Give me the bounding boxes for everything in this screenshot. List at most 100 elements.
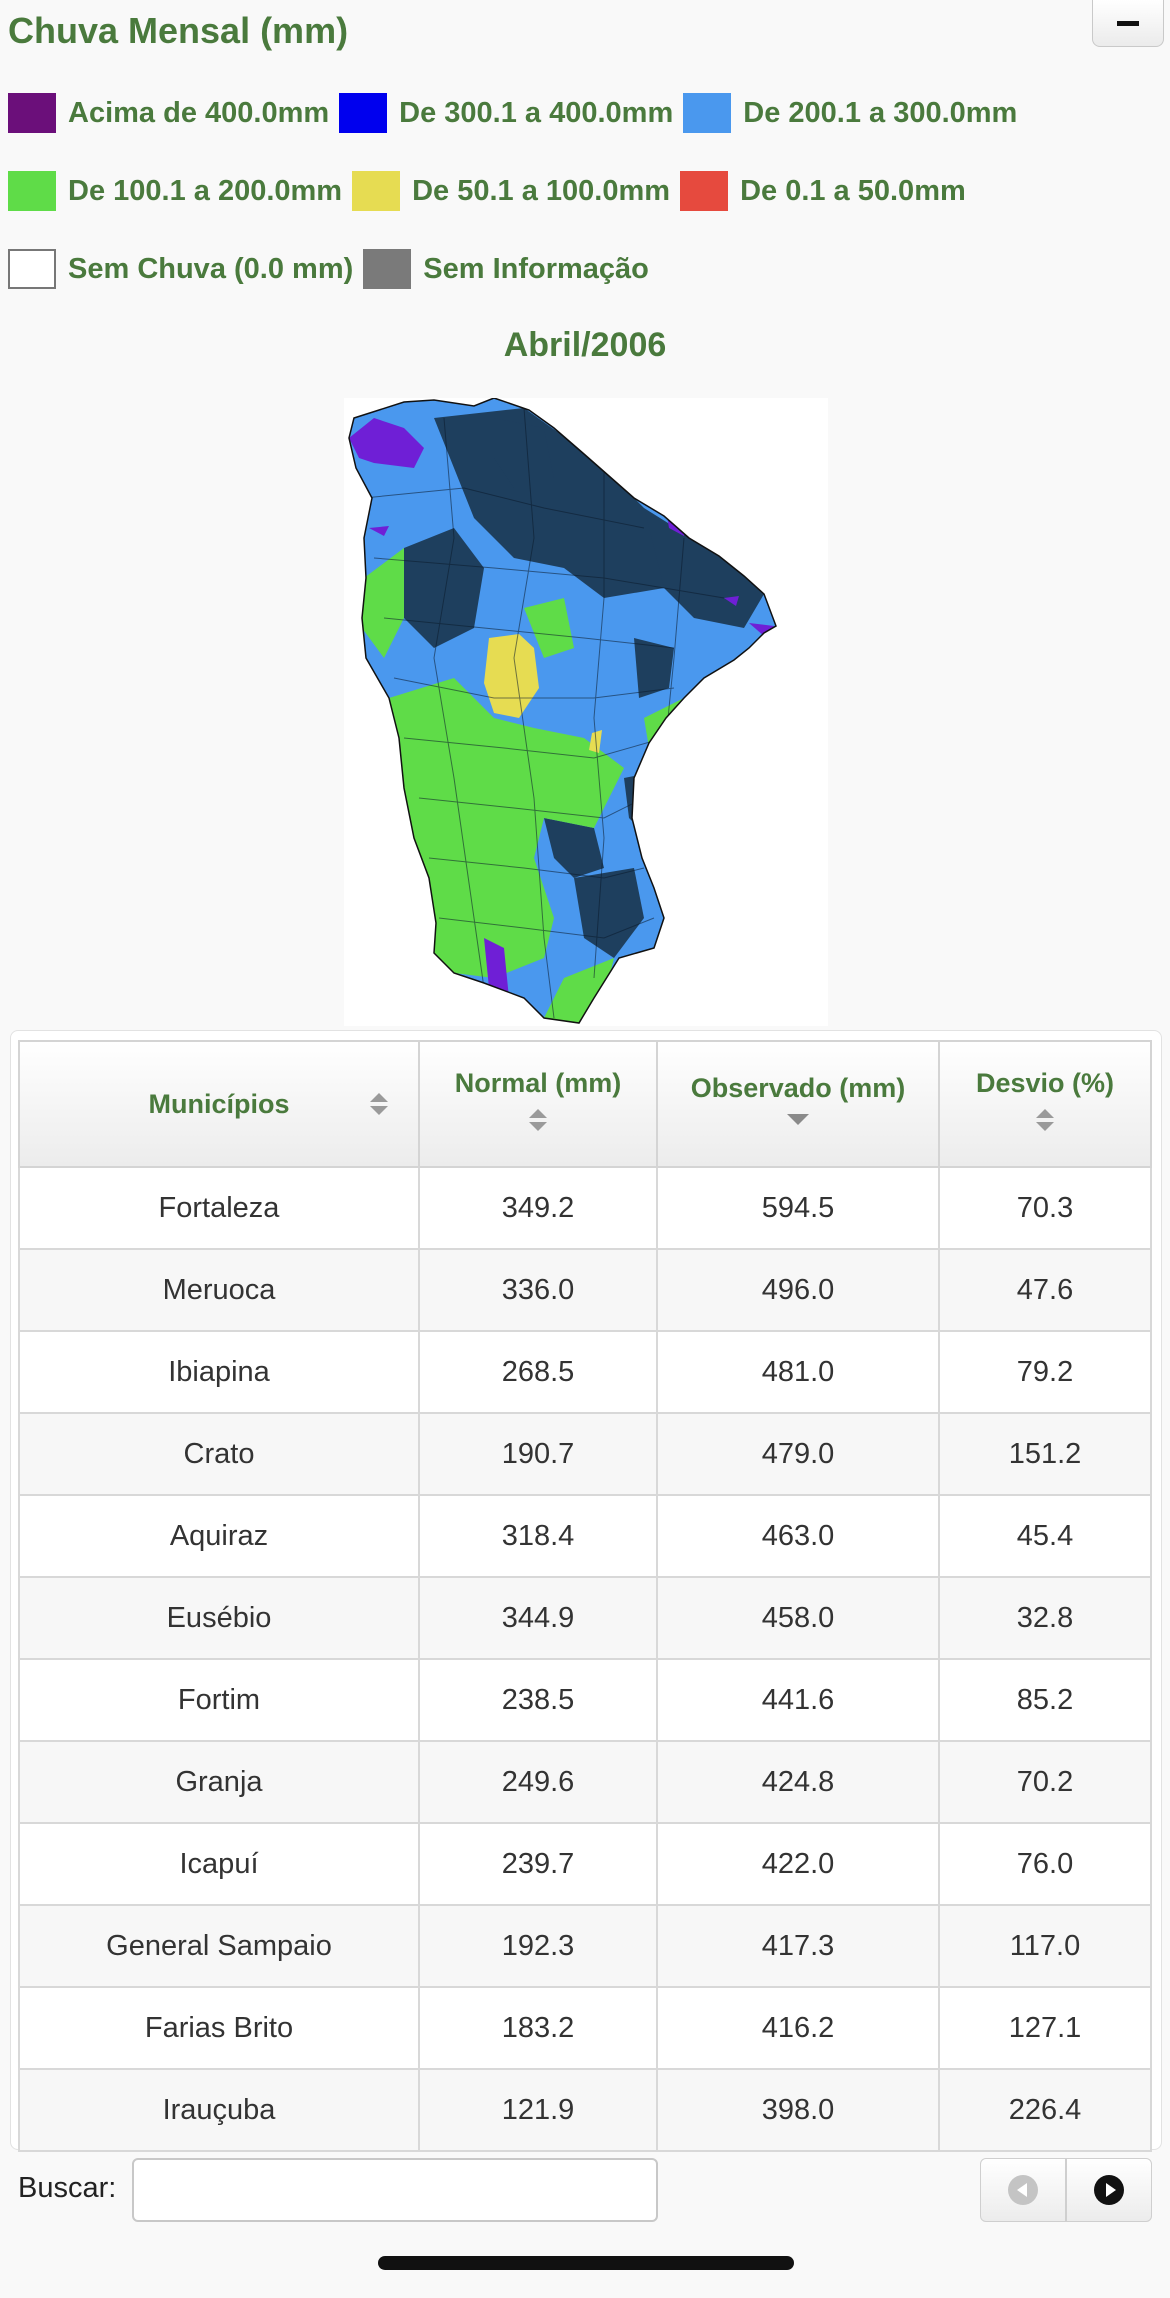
cell-municipio: Irauçuba xyxy=(18,2068,420,2152)
cell-normal: 336.0 xyxy=(418,1248,658,1332)
cell-municipio: Farias Brito xyxy=(18,1986,420,2070)
sort-descending-icon xyxy=(787,1114,809,1125)
minus-icon xyxy=(1117,20,1139,26)
pagination xyxy=(980,2158,1152,2222)
cell-normal: 121.9 xyxy=(418,2068,658,2152)
cell-observado: 481.0 xyxy=(656,1330,940,1414)
cell-observado: 458.0 xyxy=(656,1576,940,1660)
table-row: Icapuí 239.7 422.0 76.0 xyxy=(18,1822,1152,1906)
legend-item: De 200.1 a 300.0mm xyxy=(683,93,1017,133)
cell-desvio: 32.8 xyxy=(938,1576,1152,1660)
legend-swatch xyxy=(339,93,388,133)
cell-observado: 416.2 xyxy=(656,1986,940,2070)
legend-label: De 200.1 a 300.0mm xyxy=(743,96,1018,129)
legend-label: Acima de 400.0mm xyxy=(68,96,330,129)
table-row: Farias Brito 183.2 416.2 127.1 xyxy=(18,1986,1152,2070)
legend-item: Sem Chuva (0.0 mm) xyxy=(8,249,353,289)
column-header-label: Normal (mm) xyxy=(454,1067,622,1098)
cell-desvio: 45.4 xyxy=(938,1494,1152,1578)
legend-swatch xyxy=(8,249,56,289)
cell-desvio: 117.0 xyxy=(938,1904,1152,1988)
arrow-left-icon xyxy=(1008,2175,1038,2205)
sort-both-icon xyxy=(529,1108,547,1131)
cell-municipio: Fortim xyxy=(18,1658,420,1742)
panel-title: Chuva Mensal (mm) xyxy=(8,10,349,51)
column-header-label: Municípios xyxy=(148,1088,290,1119)
cell-normal: 318.4 xyxy=(418,1494,658,1578)
column-header-label: Observado (mm) xyxy=(690,1073,906,1103)
legend-swatch xyxy=(363,249,412,289)
search-label: Buscar: xyxy=(18,2172,117,2204)
cell-municipio: Aquiraz xyxy=(18,1494,420,1578)
cell-normal: 192.3 xyxy=(418,1904,658,1988)
legend-swatch xyxy=(8,171,56,211)
collapse-button[interactable] xyxy=(1092,0,1164,47)
legend-label: De 100.1 a 200.0mm xyxy=(68,174,343,207)
cell-desvio: 79.2 xyxy=(938,1330,1152,1414)
cell-municipio: Granja xyxy=(18,1740,420,1824)
cell-normal: 344.9 xyxy=(418,1576,658,1660)
cell-observado: 496.0 xyxy=(656,1248,940,1332)
rainfall-table: Municípios Normal (mm) Observado (mm) De… xyxy=(18,1040,1152,2152)
cell-desvio: 70.2 xyxy=(938,1740,1152,1824)
column-header-normal[interactable]: Normal (mm) xyxy=(418,1040,658,1168)
ceara-map-image xyxy=(348,397,777,1024)
cell-desvio: 226.4 xyxy=(938,2068,1152,2152)
legend-item: De 300.1 a 400.0mm xyxy=(339,93,673,133)
table-row: Granja 249.6 424.8 70.2 xyxy=(18,1740,1152,1824)
cell-desvio: 70.3 xyxy=(938,1166,1152,1250)
cell-municipio: Icapuí xyxy=(18,1822,420,1906)
column-header-desvio[interactable]: Desvio (%) xyxy=(938,1040,1152,1168)
cell-observado: 417.3 xyxy=(656,1904,940,1988)
rain-legend: Acima de 400.0mm De 300.1 a 400.0mm De 2… xyxy=(8,86,1158,320)
legend-row: De 100.1 a 200.0mm De 50.1 a 100.0mm De … xyxy=(8,164,1158,218)
cell-observado: 422.0 xyxy=(656,1822,940,1906)
legend-label: Sem Chuva (0.0 mm) xyxy=(68,252,354,285)
previous-page-button[interactable] xyxy=(980,2158,1066,2222)
table-row: Eusébio 344.9 458.0 32.8 xyxy=(18,1576,1152,1660)
next-page-button[interactable] xyxy=(1066,2158,1152,2222)
map-title: Abril/2006 xyxy=(503,326,667,364)
column-header-label: Desvio (%) xyxy=(975,1067,1115,1098)
cell-desvio: 151.2 xyxy=(938,1412,1152,1496)
cell-normal: 349.2 xyxy=(418,1166,658,1250)
table-row: Ibiapina 268.5 481.0 79.2 xyxy=(18,1330,1152,1414)
cell-normal: 249.6 xyxy=(418,1740,658,1824)
table-row: Meruoca 336.0 496.0 47.6 xyxy=(18,1248,1152,1332)
legend-item: De 100.1 a 200.0mm xyxy=(8,171,342,211)
legend-row: Sem Chuva (0.0 mm) Sem Informação xyxy=(8,242,1158,296)
cell-desvio: 85.2 xyxy=(938,1658,1152,1742)
rainfall-map xyxy=(344,397,828,1026)
sort-both-icon xyxy=(370,1093,388,1115)
legend-item: De 0.1 a 50.0mm xyxy=(680,171,966,211)
cell-observado: 594.5 xyxy=(656,1166,940,1250)
cell-desvio: 76.0 xyxy=(938,1822,1152,1906)
legend-label: De 0.1 a 50.0mm xyxy=(740,174,966,207)
cell-observado: 398.0 xyxy=(656,2068,940,2152)
arrow-right-icon xyxy=(1094,2175,1124,2205)
legend-item: Sem Informação xyxy=(363,249,649,289)
cell-normal: 183.2 xyxy=(418,1986,658,2070)
search-input[interactable] xyxy=(132,2158,658,2222)
legend-label: De 300.1 a 400.0mm xyxy=(399,96,674,129)
cell-desvio: 127.1 xyxy=(938,1986,1152,2070)
cell-municipio: Ibiapina xyxy=(18,1330,420,1414)
cell-observado: 479.0 xyxy=(656,1412,940,1496)
legend-label: Sem Informação xyxy=(423,252,649,285)
legend-item: Acima de 400.0mm xyxy=(8,93,329,133)
column-header-observado[interactable]: Observado (mm) xyxy=(656,1040,940,1168)
cell-normal: 239.7 xyxy=(418,1822,658,1906)
cell-observado: 441.6 xyxy=(656,1658,940,1742)
cell-observado: 463.0 xyxy=(656,1494,940,1578)
cell-desvio: 47.6 xyxy=(938,1248,1152,1332)
sort-both-icon xyxy=(1036,1108,1054,1131)
cell-normal: 268.5 xyxy=(418,1330,658,1414)
legend-swatch xyxy=(683,93,732,133)
legend-swatch xyxy=(8,93,56,133)
home-indicator xyxy=(378,2256,794,2270)
legend-item: De 50.1 a 100.0mm xyxy=(352,171,670,211)
table-row: Fortaleza 349.2 594.5 70.3 xyxy=(18,1166,1152,1250)
column-header-municipios[interactable]: Municípios xyxy=(18,1040,420,1168)
cell-normal: 190.7 xyxy=(418,1412,658,1496)
cell-municipio: Fortaleza xyxy=(18,1166,420,1250)
